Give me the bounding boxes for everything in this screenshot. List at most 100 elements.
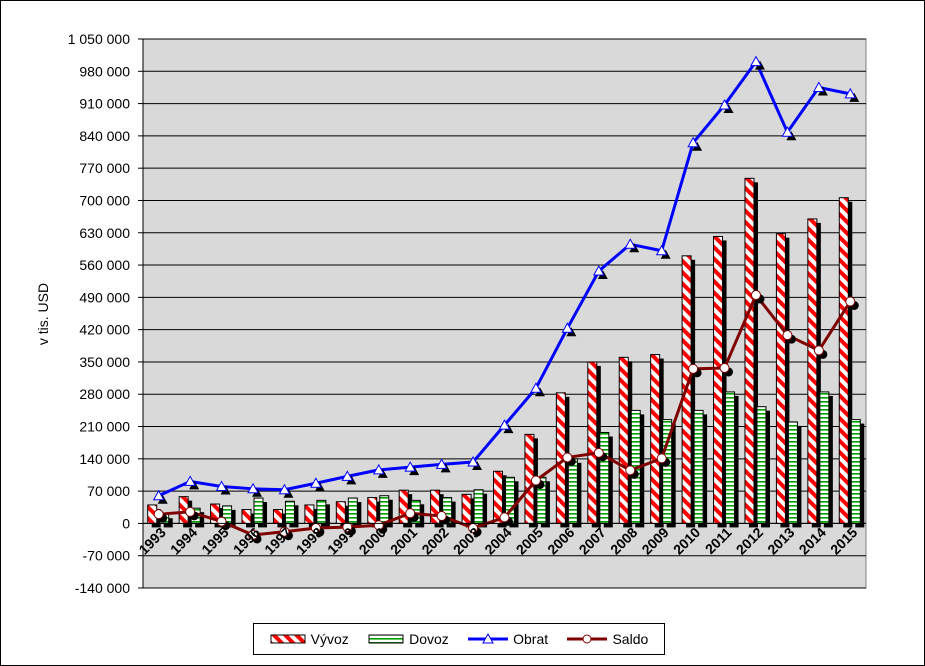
bar-vyvoz	[367, 497, 378, 524]
y-tick-label: 420 000	[79, 322, 130, 338]
bar-dovoz	[756, 406, 767, 524]
bar-vyvoz	[618, 356, 629, 524]
marker-saldo	[625, 465, 636, 476]
marker-obrat	[844, 87, 857, 99]
marker-saldo	[593, 447, 604, 458]
y-axis-label: v tis. USD	[35, 283, 51, 345]
bar-dovoz	[473, 489, 484, 524]
marker-saldo	[153, 509, 164, 520]
marker-obrat	[781, 126, 794, 137]
marker-saldo	[216, 516, 227, 527]
legend-swatch-dovoz	[368, 634, 404, 644]
marker-obrat	[278, 483, 291, 495]
y-tick-label: 0	[122, 515, 130, 531]
marker-obrat	[372, 463, 385, 475]
marker-saldo	[185, 506, 196, 517]
marker-saldo	[405, 508, 416, 519]
legend-item-vyvoz: Vývoz	[270, 631, 349, 647]
marker-obrat	[247, 482, 259, 494]
marker-obrat	[812, 81, 825, 92]
y-tick-label: 910 000	[79, 96, 130, 112]
legend-item-obrat: Obrat	[468, 631, 548, 647]
marker-saldo	[436, 511, 447, 522]
bar-dovoz	[599, 432, 610, 524]
marker-obrat	[404, 461, 417, 472]
marker-saldo	[750, 290, 761, 301]
marker-saldo	[688, 363, 699, 374]
marker-saldo	[342, 522, 353, 533]
legend: Vývoz Dovoz Obrat Saldo	[253, 623, 665, 655]
bar-dovoz	[819, 391, 830, 524]
marker-obrat	[687, 136, 699, 148]
bar-dovoz	[284, 500, 295, 524]
marker-obrat	[152, 489, 165, 501]
bar-vyvoz	[838, 197, 849, 524]
bar-dovoz	[725, 391, 736, 524]
marker-obrat	[750, 55, 762, 67]
marker-saldo	[562, 452, 573, 463]
marker-obrat	[498, 419, 511, 430]
marker-obrat	[310, 477, 322, 488]
legend-item-saldo: Saldo	[567, 631, 648, 647]
bar-dovoz	[316, 499, 327, 524]
y-tick-label: 630 000	[79, 225, 130, 241]
marker-obrat	[341, 470, 354, 481]
y-tick-label: 840 000	[79, 128, 130, 144]
legend-item-dovoz: Dovoz	[368, 631, 449, 647]
marker-saldo	[845, 296, 856, 307]
marker-obrat	[561, 322, 574, 333]
bar-dovoz	[850, 419, 861, 524]
y-tick-label: -70 000	[83, 548, 131, 564]
y-tick-label: 1 050 000	[68, 31, 130, 47]
bar-vyvoz	[587, 361, 598, 524]
marker-saldo	[279, 526, 290, 537]
y-tick-label: 70 000	[87, 483, 130, 499]
bar-dovoz	[379, 495, 390, 524]
marker-saldo	[813, 345, 824, 356]
legend-swatch-obrat	[468, 633, 509, 644]
marker-saldo	[719, 362, 730, 373]
marker-saldo	[530, 475, 541, 486]
legend-label-obrat: Obrat	[513, 631, 549, 647]
y-tick-label: 490 000	[79, 289, 130, 305]
marker-obrat	[718, 98, 731, 110]
bar-vyvoz	[461, 493, 472, 524]
bar-vyvoz	[713, 235, 724, 524]
y-tick-label: 280 000	[79, 386, 130, 402]
marker-saldo	[499, 512, 510, 523]
marker-obrat	[184, 475, 197, 486]
marker-obrat	[435, 458, 448, 469]
marker-obrat	[624, 238, 637, 249]
y-tick-label: 560 000	[79, 257, 130, 273]
marker-saldo	[248, 529, 259, 540]
bar-vyvoz	[744, 177, 755, 524]
bar-vyvoz	[241, 509, 252, 524]
marker-saldo	[782, 330, 793, 341]
marker-obrat	[467, 456, 479, 467]
legend-swatch-saldo	[567, 634, 608, 644]
bar-vyvoz	[775, 233, 786, 524]
bar-dovoz	[253, 497, 264, 524]
legend-label-saldo: Saldo	[612, 631, 649, 647]
y-tick-label: 980 000	[79, 63, 130, 79]
bar-vyvoz	[650, 354, 661, 524]
bar-vyvoz	[304, 504, 315, 524]
y-tick-label: 140 000	[79, 451, 130, 467]
marker-obrat	[655, 244, 668, 256]
bar-dovoz	[567, 458, 578, 524]
bar-vyvoz	[335, 501, 346, 524]
marker-obrat	[592, 265, 605, 276]
marker-saldo	[656, 453, 667, 464]
bar-dovoz	[693, 409, 704, 524]
marker-obrat	[215, 480, 228, 492]
legend-label-vyvoz: Vývoz	[310, 631, 349, 647]
legend-swatch-vyvoz	[270, 634, 306, 644]
marker-obrat	[530, 382, 542, 393]
bar-dovoz	[787, 421, 798, 524]
bar-vyvoz	[272, 509, 283, 524]
bar-dovoz	[347, 497, 358, 524]
y-tick-label: 350 000	[79, 354, 130, 370]
legend-label-dovoz: Dovoz	[409, 631, 449, 647]
